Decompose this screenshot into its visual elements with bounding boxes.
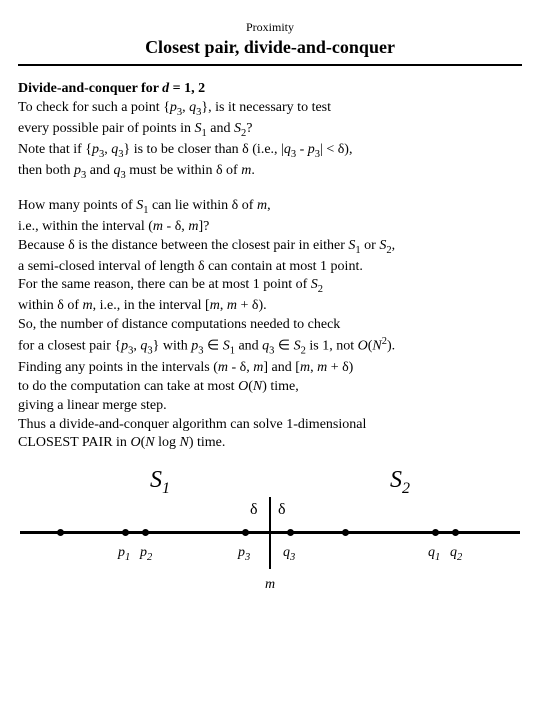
point-dot xyxy=(287,529,294,536)
point-dot xyxy=(342,529,349,536)
number-line xyxy=(20,531,520,534)
number-line-diagram: S1 S2 δ δ p1 p2 p3 q3 q1 q2 m xyxy=(20,467,520,617)
body-text: Divide-and-conquer for d = 1, 2 To check… xyxy=(18,80,522,453)
paragraph-1: Divide-and-conquer for d = 1, 2 To check… xyxy=(18,80,522,183)
point-dot xyxy=(122,529,129,536)
supertitle: Proximity xyxy=(18,20,522,35)
label-m: m xyxy=(265,577,275,593)
page-title: Closest pair, divide-and-conquer xyxy=(18,37,522,58)
title-rule xyxy=(18,64,522,66)
point-dot xyxy=(452,529,459,536)
point-dot xyxy=(242,529,249,536)
label-p3: p3 xyxy=(238,545,250,563)
point-dot xyxy=(432,529,439,536)
label-q2: q2 xyxy=(450,545,462,563)
point-dot xyxy=(57,529,64,536)
delta-right: δ xyxy=(278,501,286,519)
delta-left: δ xyxy=(250,501,258,519)
s2-label: S2 xyxy=(390,467,410,498)
paragraph-2: How many points of S1 can lie within δ o… xyxy=(18,197,522,454)
label-q3: q3 xyxy=(283,545,295,563)
point-dot xyxy=(142,529,149,536)
label-p1: p1 xyxy=(118,545,130,563)
label-p2: p2 xyxy=(140,545,152,563)
label-q1: q1 xyxy=(428,545,440,563)
s1-label: S1 xyxy=(150,467,170,498)
